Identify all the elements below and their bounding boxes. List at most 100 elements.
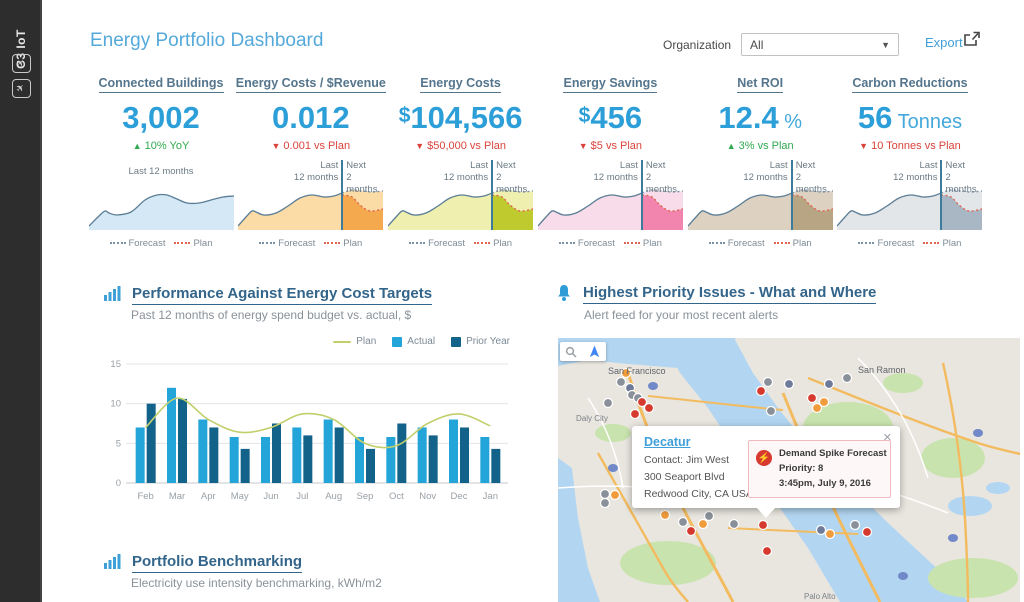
- kpi-sparkline: Last 12 months Next 2 months: [537, 160, 684, 235]
- map-marker-red[interactable]: [636, 396, 648, 408]
- kpi-value-prefix: $: [578, 104, 591, 127]
- spark-label-next: Next 2 months: [496, 160, 528, 195]
- map-marker-slate[interactable]: [815, 524, 827, 536]
- benchmarking-title-link[interactable]: Portfolio Benchmarking: [132, 553, 303, 573]
- popup-address-1: 300 Seaport Blvd: [644, 471, 725, 483]
- spark-now-divider: [790, 160, 793, 230]
- triangle-down-icon: ▼: [578, 141, 588, 151]
- kpi-title-link[interactable]: Energy Savings: [563, 76, 658, 93]
- sparkline-labels: Last 12 months Next 2 months: [688, 160, 833, 195]
- kpi-sparkline: Last 12 months Next 2 months: [687, 160, 833, 235]
- kpi-title-link[interactable]: Net ROI: [737, 76, 784, 93]
- map-marker-red[interactable]: [685, 525, 697, 537]
- svg-text:10: 10: [110, 399, 121, 410]
- map-marker-orange[interactable]: [818, 396, 830, 408]
- bell-icon: [558, 285, 570, 301]
- svg-text:Jun: Jun: [263, 491, 278, 502]
- map-marker-red[interactable]: [757, 519, 769, 531]
- map-marker-orange[interactable]: [697, 518, 709, 530]
- popup-contact: Contact: Jim West: [644, 454, 729, 466]
- forecast-dots-icon: [259, 242, 276, 244]
- chevron-down-icon: ▼: [881, 39, 891, 50]
- svg-text:Dec: Dec: [451, 491, 468, 502]
- map-marker-orange[interactable]: [659, 509, 671, 521]
- spark-label-last: Last 12 months: [128, 166, 194, 177]
- forecast-dots-icon: [708, 242, 725, 244]
- plane-icon: ✈: [14, 56, 28, 71]
- performance-chart-legend: Plan Actual Prior Year: [98, 336, 510, 347]
- svg-text:5: 5: [116, 438, 121, 449]
- kpi-card: Energy Savings $456 ▼ $5 vs Plan Last 12 m…: [537, 76, 684, 249]
- plan-dots-icon: [474, 242, 491, 244]
- map-marker-gray[interactable]: [765, 405, 777, 417]
- svg-text:Nov: Nov: [419, 491, 436, 502]
- issues-subtitle: Alert feed for your most recent alerts: [584, 308, 779, 322]
- organization-select[interactable]: All ▼: [741, 33, 900, 56]
- export-share-icon[interactable]: [963, 31, 981, 52]
- spark-label-next: Next 2 months: [795, 160, 827, 195]
- organization-value: All: [750, 37, 764, 52]
- close-icon[interactable]: ✕: [882, 432, 892, 444]
- map-marker-gray[interactable]: [599, 497, 611, 509]
- kpi-title-link[interactable]: Connected Buildings: [98, 76, 224, 93]
- kpi-sparkline: Last 12 months Next 2 months: [237, 160, 384, 235]
- spark-now-divider: [640, 160, 643, 230]
- spark-label-next: Next 2 months: [945, 160, 977, 195]
- map-marker-gray[interactable]: [615, 376, 627, 388]
- map-marker-red[interactable]: [755, 385, 767, 397]
- map-marker-red[interactable]: [629, 408, 641, 420]
- svg-text:Feb: Feb: [137, 491, 153, 502]
- sidebar-nav-button-1[interactable]: ✈: [12, 54, 31, 73]
- triangle-up-icon: ▲: [132, 141, 142, 151]
- map-place-label: San Francisco: [608, 366, 666, 376]
- map-marker-gray[interactable]: [602, 397, 614, 409]
- legend-item-actual: Actual: [392, 336, 435, 347]
- building-link[interactable]: Decatur: [644, 435, 691, 449]
- sidebar-nav-button-2[interactable]: ✈: [12, 79, 31, 98]
- alerts-map[interactable]: San Francisco San Ramon Daly City Palo Alto…: [558, 338, 1020, 602]
- map-place-label: Daly City: [576, 414, 609, 423]
- kpi-title-link[interactable]: Energy Costs: [420, 76, 501, 93]
- map-marker-gray[interactable]: [703, 510, 715, 522]
- map-marker-slate[interactable]: [823, 378, 835, 390]
- alert-time: 3:45pm, July 9, 2016: [779, 478, 871, 489]
- navigate-icon[interactable]: [588, 345, 601, 358]
- spark-legend-plan: Plan: [923, 238, 961, 249]
- spark-now-divider: [940, 160, 943, 230]
- performance-bar-chart: 15 10 5 0 Feb Mar Apr May Jun Jul Aug Sep Oct Nov Dec J…: [110, 359, 508, 502]
- map-marker-red[interactable]: [761, 545, 773, 557]
- map-marker-gray[interactable]: [728, 518, 740, 530]
- map-marker-orange[interactable]: [811, 402, 823, 414]
- sparkline-legend: Forecast Plan: [708, 238, 812, 249]
- alert-popup: ✕ Decatur Contact: Jim West 300 Seaport …: [632, 426, 900, 518]
- map-marker-orange[interactable]: [609, 489, 621, 501]
- map-marker-gray[interactable]: [849, 519, 861, 531]
- kpi-card: Net ROI 12.4 % ▲ 3% vs Plan Last 12 months…: [687, 76, 833, 249]
- kpi-value: 3,002: [122, 100, 200, 135]
- map-marker-gray[interactable]: [762, 376, 774, 388]
- export-button[interactable]: Export: [925, 35, 963, 50]
- map-marker-red[interactable]: [806, 392, 818, 404]
- spark-legend-forecast: Forecast: [409, 238, 465, 249]
- c3-iot-logo: C3 IoT: [13, 29, 28, 69]
- map-marker-gray[interactable]: [599, 488, 611, 500]
- spark-legend-forecast: Forecast: [259, 238, 315, 249]
- map-marker-gray[interactable]: [841, 372, 853, 384]
- alert-title: Demand Spike Forecast: [779, 448, 887, 459]
- map-marker-red[interactable]: [643, 402, 655, 414]
- performance-title-link[interactable]: Performance Against Energy Cost Targets: [132, 285, 433, 305]
- map-marker-slate[interactable]: [783, 378, 795, 390]
- sparkline-chart: [88, 193, 234, 230]
- search-icon[interactable]: [565, 346, 577, 358]
- map-marker-orange[interactable]: [620, 367, 632, 379]
- kpi-title-link[interactable]: Energy Costs / $Revenue: [235, 76, 386, 93]
- map-marker-gray[interactable]: [677, 516, 689, 528]
- kpi-title-link[interactable]: Carbon Reductions: [852, 76, 968, 93]
- map-marker-orange[interactable]: [824, 528, 836, 540]
- spark-label-last: Last 12 months: [593, 160, 638, 183]
- map-marker-red[interactable]: [861, 526, 873, 538]
- sparkline-legend: Forecast Plan: [259, 238, 362, 249]
- issues-title-link[interactable]: Highest Priority Issues - What and Where: [583, 284, 877, 304]
- legend-label: Plan: [356, 336, 377, 347]
